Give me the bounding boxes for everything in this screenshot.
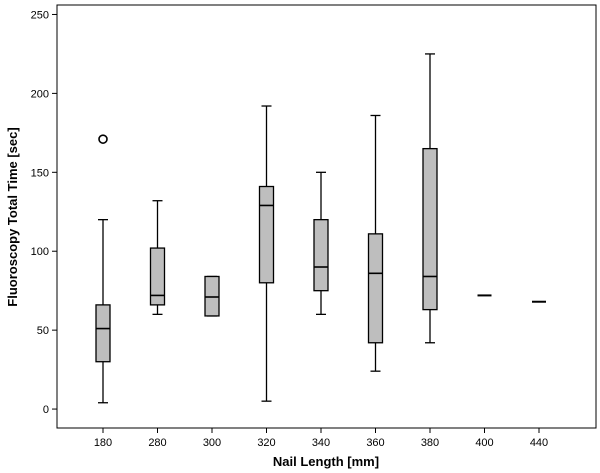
x-tick-label: 340 [312,437,330,449]
x-tick-label: 440 [530,437,548,449]
box-340 [313,171,329,316]
box-300 [204,275,220,317]
x-axis-title: Nail Length [mm] [273,454,379,469]
x-tick-label: 300 [203,437,221,449]
y-axis: 0 50 100 150 200 250 [31,9,57,416]
y-axis-title: Fluoroscopy Total Time [sec] [5,127,20,306]
box-320 [258,105,275,402]
y-tick-label: 200 [31,88,49,100]
box-380 [422,53,438,344]
y-tick-label: 0 [43,404,49,416]
plot-frame [56,4,597,429]
x-tick-label: 280 [148,437,166,449]
boxes-layer [95,53,546,404]
y-tick-label: 150 [31,167,49,179]
outlier-point [98,134,108,144]
y-tick-label: 50 [37,325,49,337]
x-tick-label: 180 [94,437,112,449]
x-tick-label: 360 [366,437,384,449]
x-tick-label: 400 [475,437,493,449]
x-tick-label: 380 [421,437,439,449]
box-360 [367,114,384,372]
iqr-box [422,147,438,311]
x-axis: 180 280 300 320 340 360 380 400 440 [94,428,548,449]
box-180 [95,134,111,404]
y-tick-label: 250 [31,9,49,21]
box-280 [149,200,166,316]
iqr-box [95,304,111,363]
iqr-box [367,233,384,344]
x-tick-label: 320 [257,437,275,449]
iqr-box [313,219,329,292]
iqr-box [258,185,275,284]
y-tick-label: 100 [31,246,49,258]
iqr-box [149,247,166,306]
